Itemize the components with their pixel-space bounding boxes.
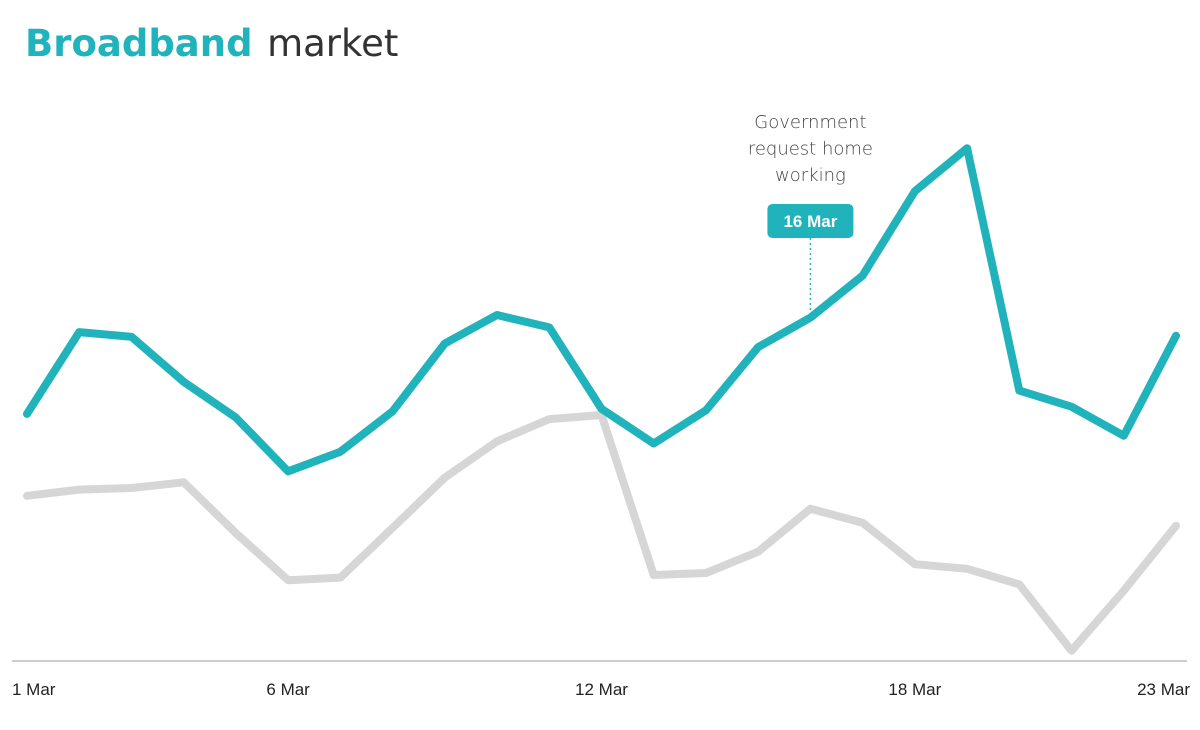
x-tick-label: 23 Mar — [1137, 680, 1190, 699]
annotation-marker-label: 16 Mar — [783, 212, 837, 231]
x-tick-label: 18 Mar — [888, 680, 941, 699]
annotation-text-line: working — [775, 165, 846, 186]
annotation-text-line: request home — [748, 139, 873, 160]
x-tick-label: 6 Mar — [266, 680, 310, 699]
annotation-text-line: Government — [754, 112, 866, 133]
x-axis-group: 1 Mar 6 Mar 12 Mar 18 Mar 23 Mar — [12, 660, 1190, 699]
chart-title-strong: Broadband — [25, 22, 253, 65]
chart-title-light: market — [267, 22, 398, 65]
series-group — [23, 144, 1180, 655]
chart-title: Broadband market — [25, 22, 398, 65]
series-line-2 — [23, 411, 1180, 655]
x-tick-label: 1 Mar — [12, 680, 56, 699]
annotations-group: 16 Mar Government request home working — [748, 112, 873, 318]
annotation-marker-badge — [767, 204, 854, 238]
x-tick-label: 12 Mar — [575, 680, 628, 699]
